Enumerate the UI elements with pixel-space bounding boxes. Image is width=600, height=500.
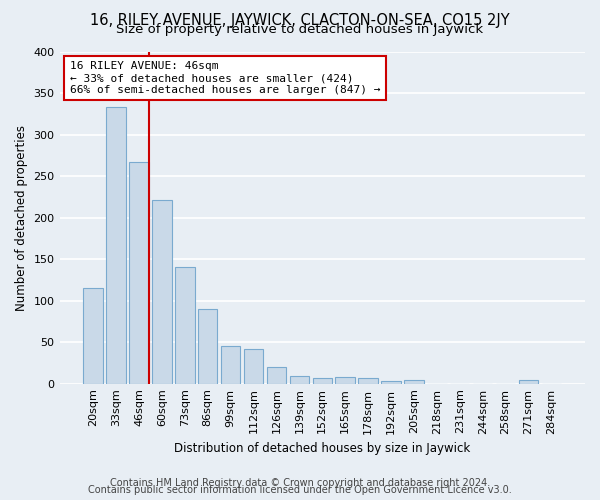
Text: Contains HM Land Registry data © Crown copyright and database right 2024.: Contains HM Land Registry data © Crown c… bbox=[110, 478, 490, 488]
Bar bbox=[198, 309, 217, 384]
Bar bbox=[175, 266, 194, 384]
Bar bbox=[313, 378, 332, 384]
Text: 16, RILEY AVENUE, JAYWICK, CLACTON-ON-SEA, CO15 2JY: 16, RILEY AVENUE, JAYWICK, CLACTON-ON-SE… bbox=[90, 12, 510, 28]
Bar bbox=[83, 288, 103, 384]
Bar bbox=[381, 381, 401, 384]
Bar bbox=[290, 376, 309, 384]
Bar bbox=[335, 377, 355, 384]
Y-axis label: Number of detached properties: Number of detached properties bbox=[15, 124, 28, 310]
Bar bbox=[519, 380, 538, 384]
Bar bbox=[404, 380, 424, 384]
Bar bbox=[152, 200, 172, 384]
Bar bbox=[267, 367, 286, 384]
Text: Size of property relative to detached houses in Jaywick: Size of property relative to detached ho… bbox=[116, 22, 484, 36]
X-axis label: Distribution of detached houses by size in Jaywick: Distribution of detached houses by size … bbox=[174, 442, 470, 455]
Bar bbox=[244, 349, 263, 384]
Bar bbox=[106, 107, 126, 384]
Bar bbox=[221, 346, 241, 384]
Text: Contains public sector information licensed under the Open Government Licence v3: Contains public sector information licen… bbox=[88, 485, 512, 495]
Bar bbox=[358, 378, 378, 384]
Text: 16 RILEY AVENUE: 46sqm
← 33% of detached houses are smaller (424)
66% of semi-de: 16 RILEY AVENUE: 46sqm ← 33% of detached… bbox=[70, 62, 380, 94]
Bar bbox=[129, 162, 149, 384]
